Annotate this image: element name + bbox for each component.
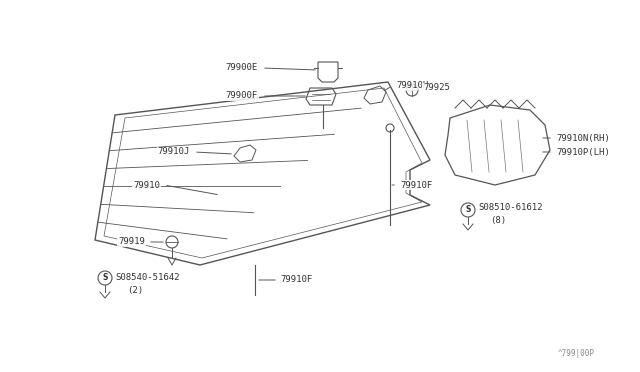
Text: 79910N(RH): 79910N(RH) bbox=[556, 134, 610, 142]
Text: 79910J: 79910J bbox=[157, 148, 190, 157]
Text: 79910F: 79910F bbox=[400, 180, 432, 189]
Text: S08540-51642: S08540-51642 bbox=[115, 273, 179, 282]
Text: S: S bbox=[465, 205, 470, 215]
Text: 79900F: 79900F bbox=[226, 92, 258, 100]
Text: 79919: 79919 bbox=[118, 237, 145, 247]
Text: 79910P(LH): 79910P(LH) bbox=[556, 148, 610, 157]
Text: 79910: 79910 bbox=[133, 180, 160, 189]
Text: ^799|00P: ^799|00P bbox=[558, 349, 595, 358]
Text: 79925: 79925 bbox=[423, 83, 450, 93]
Text: 79910F: 79910F bbox=[280, 276, 312, 285]
Text: S: S bbox=[102, 273, 108, 282]
Text: (8): (8) bbox=[490, 215, 506, 224]
Text: 79910H: 79910H bbox=[396, 81, 428, 90]
Text: S08510-61612: S08510-61612 bbox=[478, 203, 543, 212]
Text: 79900E: 79900E bbox=[226, 64, 258, 73]
Text: (2): (2) bbox=[127, 285, 143, 295]
